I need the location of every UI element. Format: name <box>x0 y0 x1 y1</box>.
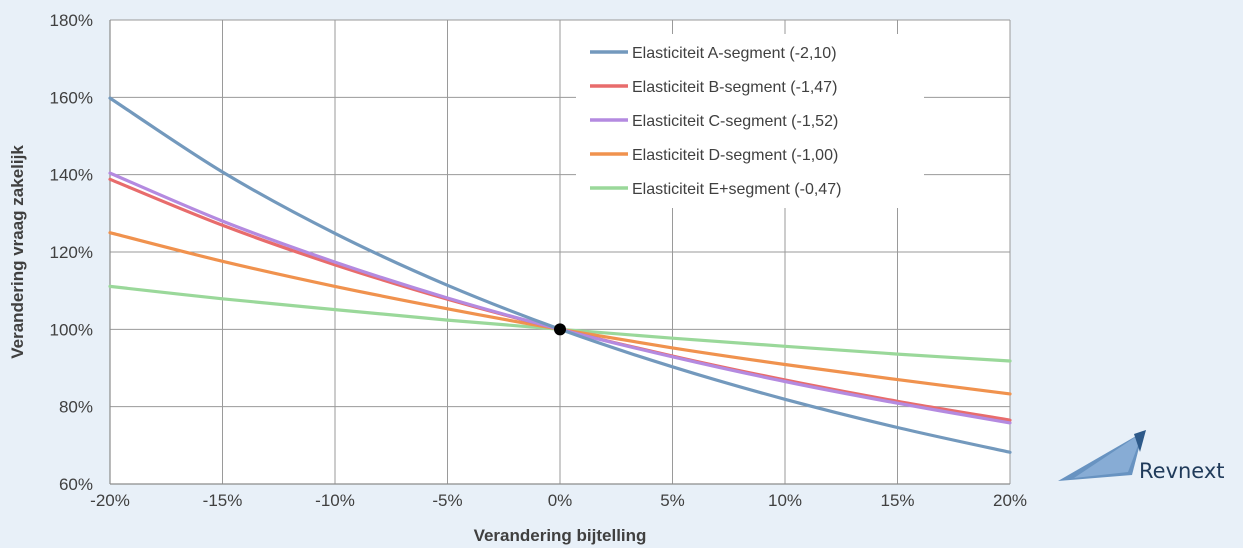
origin-marker-group <box>554 323 566 336</box>
x-axis-title: Verandering bijtelling <box>474 526 647 545</box>
x-tick-label: 15% <box>880 491 914 510</box>
y-tick-label: 180% <box>50 11 93 30</box>
y-tick-label: 80% <box>59 398 93 417</box>
y-tick-label: 60% <box>59 475 93 494</box>
logo-text: Revnext <box>1139 459 1225 483</box>
legend-label: Elasticiteit D-segment (-1,00) <box>632 147 838 164</box>
legend: Elasticiteit A-segment (-2,10) Elasticite… <box>576 34 924 208</box>
origin-marker <box>554 323 566 336</box>
legend-label: Elasticiteit A-segment (-2,10) <box>632 45 837 62</box>
x-tick-labels: -20% -15% -10% -5% 0% 5% 10% 15% 20% <box>90 491 1027 510</box>
x-tick-label: 5% <box>660 491 685 510</box>
y-tick-label: 160% <box>50 88 93 107</box>
legend-label: Elasticiteit C-segment (-1,52) <box>632 113 838 130</box>
x-tick-label: 0% <box>548 491 573 510</box>
revnext-arrow-icon <box>1058 430 1146 481</box>
y-tick-label: 140% <box>50 166 93 185</box>
y-tick-label: 100% <box>50 320 93 339</box>
x-tick-label: 20% <box>993 491 1027 510</box>
x-tick-label: -20% <box>90 491 130 510</box>
x-tick-label: -5% <box>432 491 462 510</box>
legend-label: Elasticiteit E+segment (-0,47) <box>632 181 841 198</box>
x-tick-label: -15% <box>203 491 243 510</box>
legend-label: Elasticiteit B-segment (-1,47) <box>632 79 837 96</box>
x-tick-label: -10% <box>315 491 355 510</box>
legend-box <box>576 34 924 208</box>
x-tick-label: 10% <box>768 491 802 510</box>
y-axis-title: Verandering vraag zakelijk <box>8 145 27 359</box>
y-tick-labels: 60% 80% 100% 120% 140% 160% 180% <box>50 11 93 494</box>
y-tick-label: 120% <box>50 243 93 262</box>
revnext-logo: Revnext <box>1058 430 1225 483</box>
